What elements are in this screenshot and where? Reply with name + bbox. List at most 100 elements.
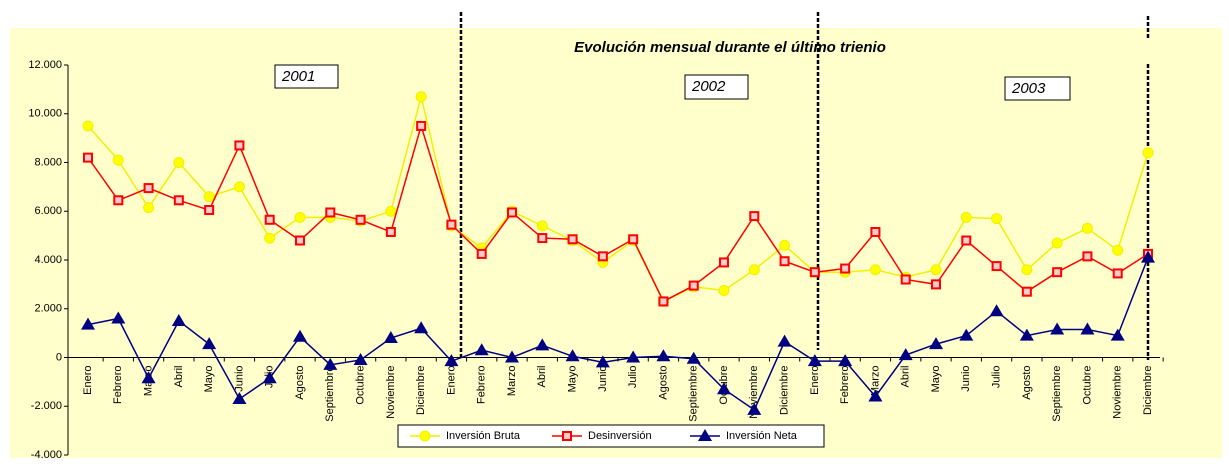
marker: [537, 233, 548, 244]
marker: [505, 350, 519, 363]
x-tick-label: Enero: [82, 366, 94, 395]
marker: [562, 431, 572, 441]
marker: [419, 430, 431, 442]
x-tick-label: Agosto: [1021, 366, 1033, 400]
marker: [325, 207, 336, 218]
annotation: 2002: [691, 78, 726, 95]
chart-title: Evolución mensual durante el último trie…: [574, 39, 886, 56]
marker: [930, 264, 942, 276]
marker: [203, 191, 215, 203]
marker: [323, 357, 338, 370]
x-tick-label: Abril: [900, 366, 912, 388]
x-tick-label: Junio: [597, 366, 609, 392]
marker: [840, 263, 851, 274]
marker: [113, 195, 124, 206]
x-tick-label: Noviembre: [748, 366, 760, 419]
marker: [807, 354, 822, 367]
marker: [204, 205, 215, 216]
marker: [989, 304, 1004, 317]
marker: [383, 331, 398, 343]
marker: [779, 256, 790, 267]
marker: [628, 234, 639, 245]
x-tick-label: Marzo: [506, 366, 518, 397]
marker: [1021, 264, 1033, 276]
legend-label: Desinversión: [588, 430, 652, 442]
y-tick-label: 12.000: [28, 59, 62, 71]
marker: [1112, 244, 1124, 256]
y-tick-label: 10.000: [28, 108, 62, 120]
x-tick-label: Diciembre: [415, 366, 427, 416]
marker: [446, 219, 457, 230]
marker: [931, 279, 941, 290]
marker: [234, 140, 245, 151]
annotation-box: [1004, 76, 1071, 101]
x-tick-label: Octubre: [1081, 366, 1093, 405]
x-tick-label: Abril: [536, 366, 548, 388]
marker: [1080, 322, 1095, 335]
annotation: 2003: [1011, 80, 1046, 97]
marker: [141, 371, 156, 384]
marker: [900, 274, 911, 285]
legend: [397, 424, 825, 448]
x-tick-label: Septiembre: [688, 366, 700, 422]
marker: [476, 248, 487, 259]
marker: [929, 337, 943, 350]
marker: [717, 382, 731, 395]
year-dividers: [459, 12, 1150, 360]
x-tick-label: Octubre: [354, 366, 366, 405]
marker: [961, 235, 972, 246]
marker: [595, 355, 610, 368]
marker: [416, 120, 427, 131]
marker: [385, 226, 396, 237]
marker: [698, 429, 712, 441]
y-tick-label: 2.000: [34, 303, 62, 315]
marker: [1112, 268, 1123, 279]
marker: [474, 343, 489, 356]
marker: [536, 220, 548, 232]
y-tick-label: 0: [56, 351, 62, 363]
marker: [626, 350, 641, 363]
x-tick-label: Diciembre: [1142, 366, 1154, 416]
legend-label: Inversión Bruta: [446, 430, 521, 442]
marker: [143, 183, 154, 194]
marker: [385, 205, 397, 217]
x-tick-label: Abril: [173, 366, 185, 388]
x-tick-label: Noviembre: [385, 366, 397, 419]
marker: [112, 154, 124, 166]
marker: [565, 349, 580, 362]
marker: [748, 264, 760, 276]
marker: [870, 226, 881, 237]
marker: [597, 251, 608, 262]
marker: [1019, 328, 1034, 341]
x-tick-label: Febrero: [112, 366, 124, 405]
marker: [233, 181, 245, 193]
marker: [83, 152, 93, 163]
marker: [686, 351, 701, 364]
legend-label: Inversión Neta: [726, 430, 798, 442]
marker: [1082, 251, 1093, 262]
marker: [264, 214, 275, 225]
marker: [1142, 147, 1154, 159]
marker: [353, 352, 368, 365]
marker: [658, 296, 669, 307]
annotation-box: [684, 74, 749, 100]
marker: [295, 235, 305, 246]
marker: [656, 349, 671, 362]
y-tick-label: 4.000: [34, 254, 62, 266]
marker: [809, 267, 820, 278]
x-tick-label: Junio: [233, 366, 245, 392]
x-tick-label: Septiembre: [324, 366, 336, 422]
x-tick-label: Marzo: [869, 366, 881, 397]
marker: [293, 329, 307, 342]
marker: [960, 211, 972, 223]
marker: [779, 239, 791, 251]
x-tick-label: Julio: [627, 366, 639, 389]
x-tick-label: Noviembre: [1112, 366, 1124, 419]
marker: [777, 334, 792, 347]
marker: [567, 234, 578, 245]
marker: [1081, 222, 1093, 234]
x-tick-label: Agosto: [657, 366, 669, 400]
x-tick-label: Enero: [809, 366, 821, 395]
x-tick-label: Mayo: [566, 366, 578, 393]
